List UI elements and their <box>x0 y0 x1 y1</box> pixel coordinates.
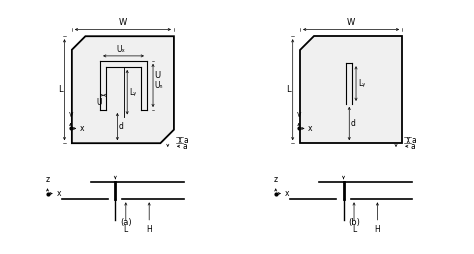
Text: Uₙ: Uₙ <box>155 81 164 90</box>
Text: Uₓ: Uₓ <box>117 45 126 54</box>
Text: L: L <box>352 225 356 233</box>
Text: Lᵧ: Lᵧ <box>129 88 136 97</box>
Text: z: z <box>46 175 50 184</box>
Text: v: v <box>68 110 73 119</box>
Text: L: L <box>286 85 291 94</box>
Text: a: a <box>411 136 416 145</box>
Text: L: L <box>58 85 63 94</box>
Polygon shape <box>72 36 174 143</box>
Text: a: a <box>182 142 187 151</box>
Text: U: U <box>97 98 102 107</box>
Polygon shape <box>300 36 402 143</box>
Text: H: H <box>146 225 152 233</box>
Text: L: L <box>124 225 128 233</box>
Text: W: W <box>347 18 355 27</box>
Text: a: a <box>411 142 416 151</box>
Text: x: x <box>285 189 289 198</box>
Text: H: H <box>374 225 380 233</box>
Text: d: d <box>119 122 124 131</box>
Text: (b): (b) <box>348 218 360 227</box>
Text: Lᵧ: Lᵧ <box>358 79 365 88</box>
Text: x: x <box>80 124 84 133</box>
Text: x: x <box>308 124 312 133</box>
Text: d: d <box>351 119 356 128</box>
Text: x: x <box>56 189 61 198</box>
Text: z: z <box>273 175 278 184</box>
Text: W: W <box>119 18 127 27</box>
Text: (a): (a) <box>120 218 132 227</box>
Text: a: a <box>183 136 188 145</box>
Text: v: v <box>297 110 301 119</box>
Text: U: U <box>154 71 160 80</box>
